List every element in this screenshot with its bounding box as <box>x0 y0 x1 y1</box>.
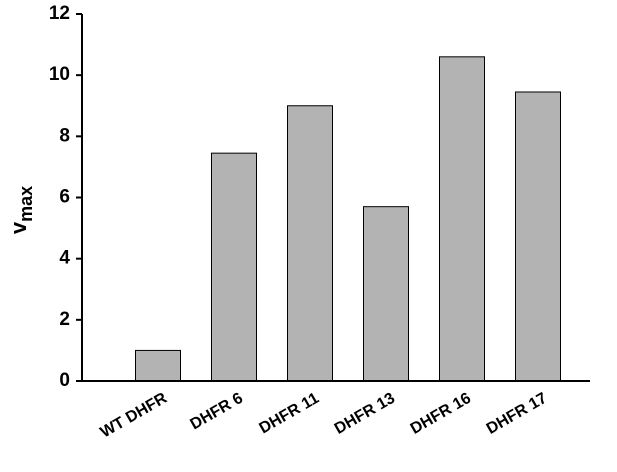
bar <box>439 56 485 382</box>
y-tick-label: 2 <box>59 309 70 330</box>
bar <box>135 349 181 382</box>
x-tick-label: DHFR 16 <box>408 390 474 438</box>
x-tick-label: WT DHFR <box>98 390 171 442</box>
y-tick-label: 0 <box>59 370 70 391</box>
y-tick-label: 8 <box>59 125 70 146</box>
bar <box>363 206 409 382</box>
y-axis-label: vmax <box>6 186 36 234</box>
y-tick-label: 12 <box>49 3 70 24</box>
x-tick-label: DHFR 13 <box>332 390 398 438</box>
x-tick-label: DHFR 11 <box>257 390 323 438</box>
y-tick-label: 4 <box>59 248 70 269</box>
y-label-subscript: max <box>16 186 36 222</box>
y-label-main: v <box>6 221 31 234</box>
y-tick-label: 6 <box>59 187 70 208</box>
bar <box>211 152 257 382</box>
x-tick-label: DHFR 17 <box>484 390 550 438</box>
y-tick-label: 10 <box>49 64 70 85</box>
bar <box>287 105 333 382</box>
bar <box>515 91 561 382</box>
x-tick-label: DHFR 6 <box>187 390 246 434</box>
